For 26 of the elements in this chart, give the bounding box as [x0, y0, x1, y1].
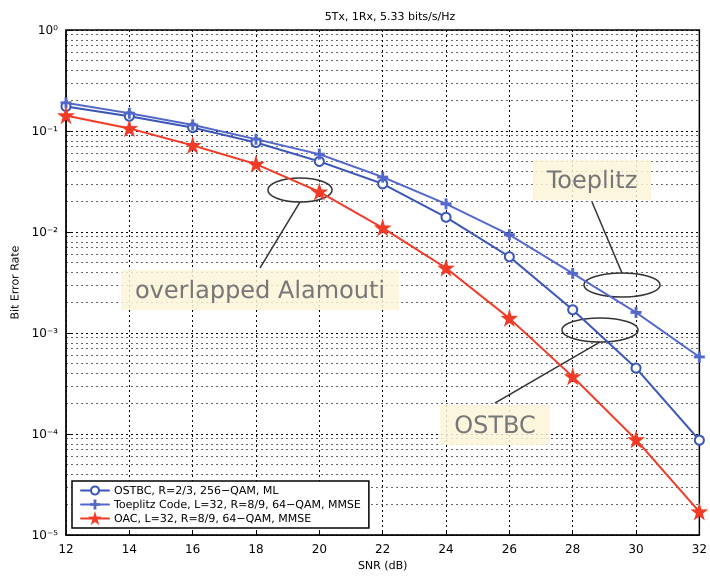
x-tick-label: 28 [565, 542, 580, 556]
x-axis-title: SNR (dB) [358, 559, 408, 572]
y-axis-title: Bit Error Rate [8, 245, 22, 320]
x-tick-label: 24 [438, 542, 454, 556]
y-tick-label: 10⁰ [38, 23, 58, 37]
y-tick-label: 10⁻⁴ [32, 427, 58, 442]
y-tick-label: 10⁻² [32, 225, 58, 240]
x-tick-label: 30 [628, 542, 644, 556]
chart-title: 5Tx, 1Rx, 5.33 bits/s/Hz [324, 10, 456, 23]
x-tick-label: 18 [248, 542, 264, 556]
annotation: OSTBC [454, 411, 536, 439]
y-tick-label: 10⁻⁵ [32, 528, 58, 542]
x-tick-label: 12 [58, 542, 74, 556]
legend-label: Toeplitz Code, L=32, R=8/9, 64−QAM, MMSE [113, 498, 361, 511]
legend-label: OSTBC, R=2/3, 256−QAM, ML [114, 484, 280, 497]
y-tick-label: 10⁻¹ [32, 124, 58, 138]
annotation: overlapped Alamouti [134, 276, 386, 304]
x-tick-label: 26 [502, 542, 517, 556]
x-tick-label: 16 [185, 542, 200, 556]
x-tick-label: 20 [312, 542, 327, 556]
x-tick-label: 22 [375, 542, 390, 556]
x-tick-label: 32 [692, 542, 708, 556]
legend-label: OAC, L=32, R=8/9, 64−QAM, MMSE [114, 512, 312, 525]
annotation: Toeplitz [546, 166, 638, 194]
x-tick-label: 14 [122, 542, 137, 556]
y-tick-label: 10⁻³ [32, 326, 58, 340]
